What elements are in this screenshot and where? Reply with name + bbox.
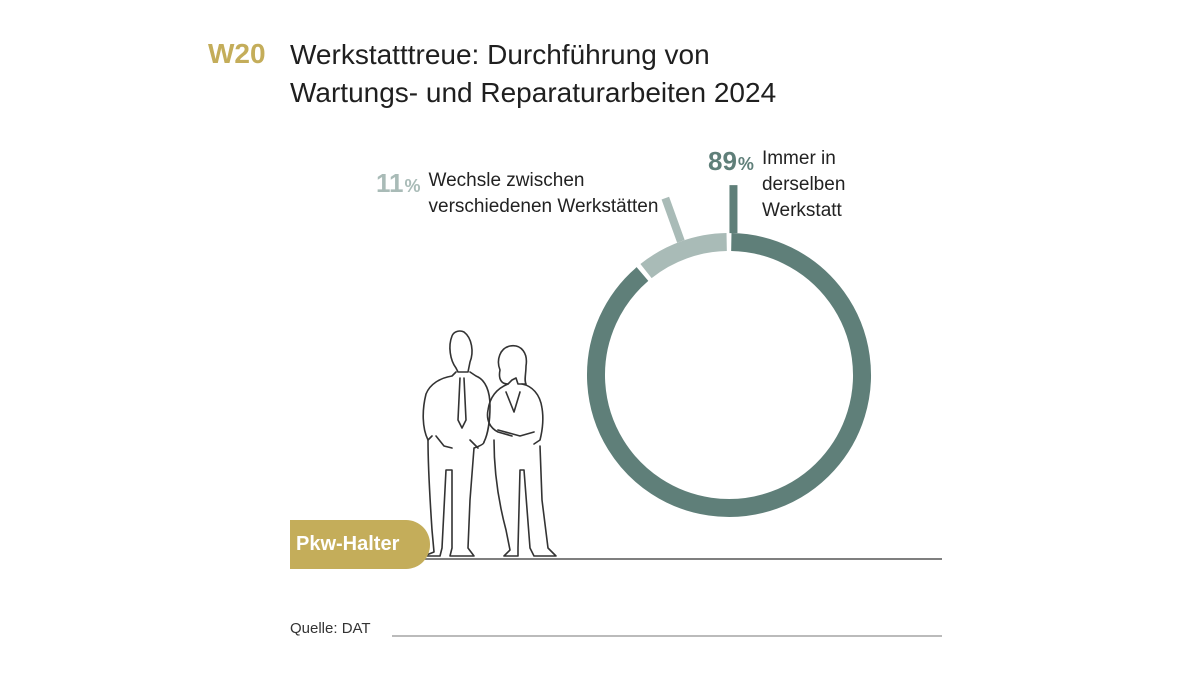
donut-segments (587, 233, 871, 517)
label-same-workshop-text: Immer in derselben Werkstatt (761, 148, 846, 221)
label-same-workshop: 89% Immer in derselben Werkstatt (708, 146, 845, 224)
woman-illustration (486, 344, 557, 557)
chart-title-line2: Wartungs- und Reparaturarbeiten 2024 (290, 77, 777, 108)
pkw-halter-badge: Pkw-Halter (290, 520, 430, 569)
leader-lines (661, 185, 738, 243)
pct-switching: 11% (376, 168, 421, 198)
label-switching-text: Wechsle zwischen verschiedenen Werkstätt… (428, 170, 659, 217)
segment-switching (640, 233, 728, 279)
segment-same-workshop (587, 233, 871, 517)
chart-title-line1: Werkstatttreue: Durchführung von (290, 39, 710, 70)
chart-code: W20 (208, 38, 266, 69)
man-illustration (422, 330, 491, 557)
pct-same-workshop: 89% (708, 146, 754, 176)
chart-title: Werkstatttreue: Durchführung von Wartung… (290, 36, 930, 112)
label-switching: 11% Wechsle zwischen verschiedenen Werks… (376, 168, 658, 220)
leader-switching (661, 196, 685, 243)
source-note: Quelle: DAT (290, 620, 371, 637)
